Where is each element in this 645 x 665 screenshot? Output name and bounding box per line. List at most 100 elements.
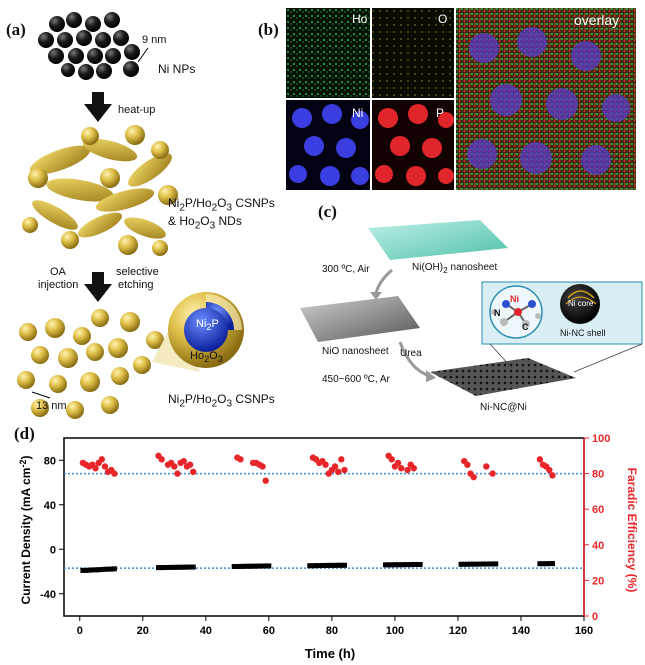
current-point <box>395 562 401 568</box>
p-map-label: P <box>436 106 445 120</box>
ni-map <box>286 100 370 190</box>
current-point <box>260 563 266 569</box>
efficiency-point <box>394 459 402 467</box>
current-point <box>181 564 187 570</box>
efficiency-point <box>536 456 544 463</box>
current-point <box>266 563 272 569</box>
p-map <box>372 100 454 190</box>
efficiency-point <box>546 466 553 474</box>
efficiency-point <box>111 470 118 477</box>
current-point <box>480 561 486 567</box>
efficiency-point <box>171 463 178 470</box>
current-point <box>108 566 114 572</box>
efficiency-point <box>483 463 490 470</box>
stability-chart: 0 20 40 60 80 100 120 140 160 80 40 0 -40 0 20 40 60 80 10… <box>18 433 639 661</box>
atom-ni-label: Ni <box>510 294 519 304</box>
efficiency-point <box>186 461 194 468</box>
selective-label: selective <box>116 266 159 278</box>
x-tick-label: 120 <box>449 625 467 637</box>
current-point <box>408 562 414 568</box>
ni-nc-sheet <box>430 358 576 396</box>
current-point <box>310 563 316 569</box>
current-point <box>540 561 546 567</box>
core-label: Ni2P <box>196 318 219 333</box>
current-point <box>329 562 335 568</box>
ni-nc-shell-label: Ni-NC shell <box>560 328 606 338</box>
current-point <box>341 562 347 568</box>
efficiency-point <box>398 465 405 472</box>
y-right-tick-label: 40 <box>592 540 604 552</box>
current-point <box>162 564 168 570</box>
current-point <box>398 562 404 568</box>
current-point <box>382 562 388 568</box>
heat-up-arrow <box>84 92 112 122</box>
x-tick-label: 140 <box>512 625 530 637</box>
np-size-label: 9 nm <box>142 34 167 46</box>
product1-line1: Ni2P/Ho2O3 CSNPs <box>168 196 275 214</box>
current-point <box>316 563 322 569</box>
current-point <box>546 561 552 567</box>
current-point <box>105 566 111 572</box>
current-point <box>96 567 102 573</box>
current-point <box>477 561 483 567</box>
current-point <box>93 567 99 573</box>
efficiency-point <box>334 468 342 476</box>
current-point <box>474 561 480 567</box>
y-right-tick-label: 100 <box>592 433 610 445</box>
efficiency-point <box>190 468 197 476</box>
nioh2-label: Ni(OH)2 nanosheet <box>412 262 498 275</box>
x-tick-label: 20 <box>137 625 149 637</box>
current-point <box>392 562 398 568</box>
ho-map <box>286 8 370 98</box>
current-point <box>237 563 243 569</box>
y-axis-left-label: Current Density (mA cm-2) <box>18 456 33 605</box>
current-point <box>458 561 464 567</box>
current-point <box>234 563 240 569</box>
current-point <box>471 561 477 567</box>
current-point <box>256 563 262 569</box>
dispersed-csnps <box>17 309 164 419</box>
current-point <box>156 565 162 571</box>
y-left-tick-label: -40 <box>40 589 56 601</box>
efficiency-point <box>237 456 244 463</box>
x-tick-label: 80 <box>326 625 338 637</box>
efficiency-point <box>262 477 269 484</box>
efficiency-point <box>464 461 471 468</box>
current-point <box>111 566 117 572</box>
overlay-map <box>456 8 636 190</box>
y-right-tick-label: 20 <box>592 575 604 587</box>
current-point <box>326 562 332 568</box>
efficiency-point <box>174 470 181 477</box>
current-point <box>417 561 423 567</box>
ni2p-ho2o3-csnps-cluster <box>22 125 178 256</box>
current-point <box>190 564 196 570</box>
x-tick-label: 100 <box>386 625 404 637</box>
current-point <box>86 567 92 573</box>
efficiency-point <box>331 463 339 470</box>
current-point <box>165 564 171 570</box>
y-left-tick-label: 40 <box>44 500 56 512</box>
current-point <box>231 563 237 569</box>
product2-label: Ni2P/Ho2O3 CSNPs <box>168 392 275 410</box>
current-point <box>338 562 344 568</box>
current-point <box>313 563 319 569</box>
current-point <box>483 561 489 567</box>
panel-b-label: (b) <box>258 20 279 39</box>
panel-d-label: (d) <box>14 424 35 443</box>
current-point <box>244 563 250 569</box>
efficiency-point <box>92 465 99 472</box>
panel-a-illustration <box>17 12 244 419</box>
efficiency-point <box>98 456 106 463</box>
current-point <box>549 561 555 567</box>
x-tick-label: 60 <box>263 625 275 637</box>
step-300c-air: 300 ºC, Air <box>322 264 370 275</box>
step-450c-ar: 450~600 ºC, Ar <box>322 374 390 385</box>
o-map <box>372 8 454 98</box>
x-axis-label: Time (h) <box>305 646 355 661</box>
ho-map-label: Ho <box>352 12 368 26</box>
heat-up-label: heat-up <box>118 104 156 116</box>
efficiency-point <box>259 463 266 470</box>
y-right-tick-label: 0 <box>592 611 598 623</box>
current-point <box>89 567 95 573</box>
nioh2-sheet <box>368 220 508 260</box>
